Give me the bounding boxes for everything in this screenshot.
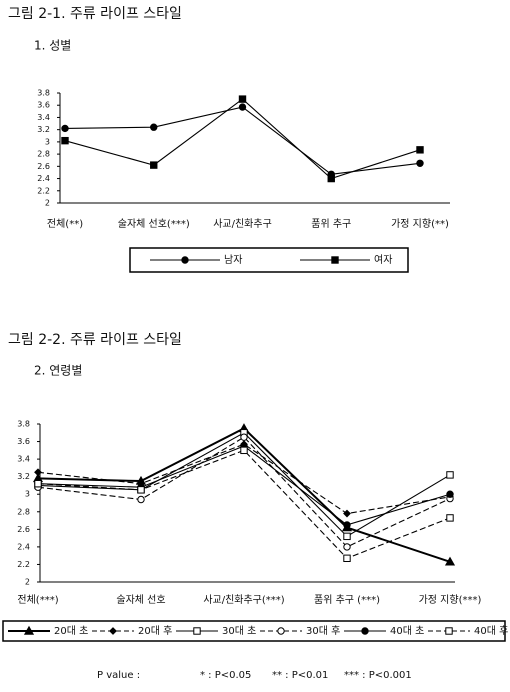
chart-subtitle: 1. 성별	[34, 39, 71, 53]
y-tick-label: 3.2	[37, 125, 50, 134]
series-line	[37, 449, 451, 559]
y-tick-label: 3	[25, 490, 30, 499]
chart-title: 그림 2-2. 주류 라이프 스타일	[8, 332, 182, 348]
legend-marker	[445, 627, 453, 635]
legend-label: 30대 초	[222, 625, 256, 637]
y-tick-label: 2	[45, 199, 50, 208]
y-tick-label: 3.4	[17, 455, 30, 464]
legend-label: 40대 후	[474, 625, 508, 637]
marker	[240, 433, 248, 441]
x-tick-label: 사교/친화추구(***)	[203, 594, 284, 606]
y-tick-label: 2.4	[17, 542, 30, 551]
marker	[343, 521, 351, 529]
y-tick-label: 3.6	[17, 437, 30, 446]
footer-label: P value :	[97, 670, 140, 681]
marker	[343, 532, 351, 541]
x-tick-label: 품위 추구 (***)	[314, 593, 380, 606]
y-tick-label: 3.6	[37, 101, 50, 110]
legend-label: 20대 후	[138, 625, 172, 637]
y-tick-label: 3.4	[37, 113, 50, 122]
legend-box	[129, 247, 409, 273]
marker	[238, 95, 247, 103]
marker	[34, 479, 42, 488]
marker	[137, 486, 145, 494]
legend-marker	[277, 627, 285, 635]
marker	[150, 161, 158, 169]
x-tick-label: 술자체 선호(***)	[118, 218, 190, 230]
legend-label: 40대 초	[390, 625, 424, 637]
legend-marker	[361, 627, 369, 635]
marker	[327, 174, 335, 183]
y-tick-label: 2.6	[17, 525, 30, 534]
marker	[446, 490, 454, 498]
marker	[446, 471, 454, 479]
y-tick-label: 2.8	[17, 507, 30, 516]
series-line	[64, 98, 421, 180]
marker	[416, 159, 424, 167]
marker	[343, 543, 351, 551]
marker	[343, 509, 351, 518]
y-tick-label: 3.8	[37, 89, 50, 98]
legend-label: 여자	[374, 254, 392, 266]
legend-marker	[193, 627, 201, 635]
y-tick-label: 2.4	[37, 174, 50, 183]
y-tick-label: 3	[45, 137, 50, 146]
legend-marker	[181, 256, 189, 264]
legend-label: 남자	[224, 254, 242, 266]
legend-marker	[23, 625, 35, 635]
x-tick-label: 전체(**)	[47, 218, 83, 230]
series-line	[64, 106, 421, 175]
footer-note: ** : P<0.01	[272, 670, 328, 681]
footer-note: * : P<0.05	[200, 670, 251, 681]
marker	[240, 446, 248, 455]
x-tick-label: 사교/친화추구	[213, 218, 272, 230]
marker	[238, 103, 247, 111]
y-tick-label: 2.6	[37, 162, 50, 171]
y-tick-label: 3.8	[17, 420, 30, 429]
y-tick-label: 2.2	[17, 560, 30, 569]
marker	[446, 514, 454, 522]
x-tick-label: 가정 지향(***)	[419, 594, 482, 606]
chart-subtitle: 2. 연령별	[34, 364, 82, 378]
legend-label: 30대 후	[306, 625, 340, 637]
marker	[137, 495, 145, 504]
x-tick-label: 품위 추구	[311, 217, 351, 230]
series-line	[37, 443, 451, 515]
y-tick-label: 2.2	[37, 186, 50, 195]
x-tick-label: 전체(***)	[17, 594, 58, 606]
legend-box	[2, 620, 506, 642]
series-line	[37, 445, 451, 526]
marker	[150, 123, 158, 131]
legend-marker	[109, 627, 117, 635]
marker	[61, 136, 69, 145]
marker	[444, 556, 456, 566]
legend-label: 20대 초	[54, 625, 88, 637]
marker	[34, 468, 42, 477]
y-tick-label: 3.2	[17, 472, 30, 481]
y-tick-label: 2	[25, 578, 30, 587]
marker	[416, 146, 424, 154]
footer-note: *** : P<0.001	[344, 670, 412, 681]
y-tick-label: 2.8	[37, 150, 50, 159]
chart-title: 그림 2-1. 주류 라이프 스타일	[8, 6, 182, 22]
legend-marker	[331, 256, 339, 264]
x-tick-label: 가정 지향(**)	[391, 218, 449, 230]
x-tick-label: 술자체 선호	[116, 594, 165, 606]
marker	[61, 124, 69, 133]
marker	[343, 554, 351, 562]
